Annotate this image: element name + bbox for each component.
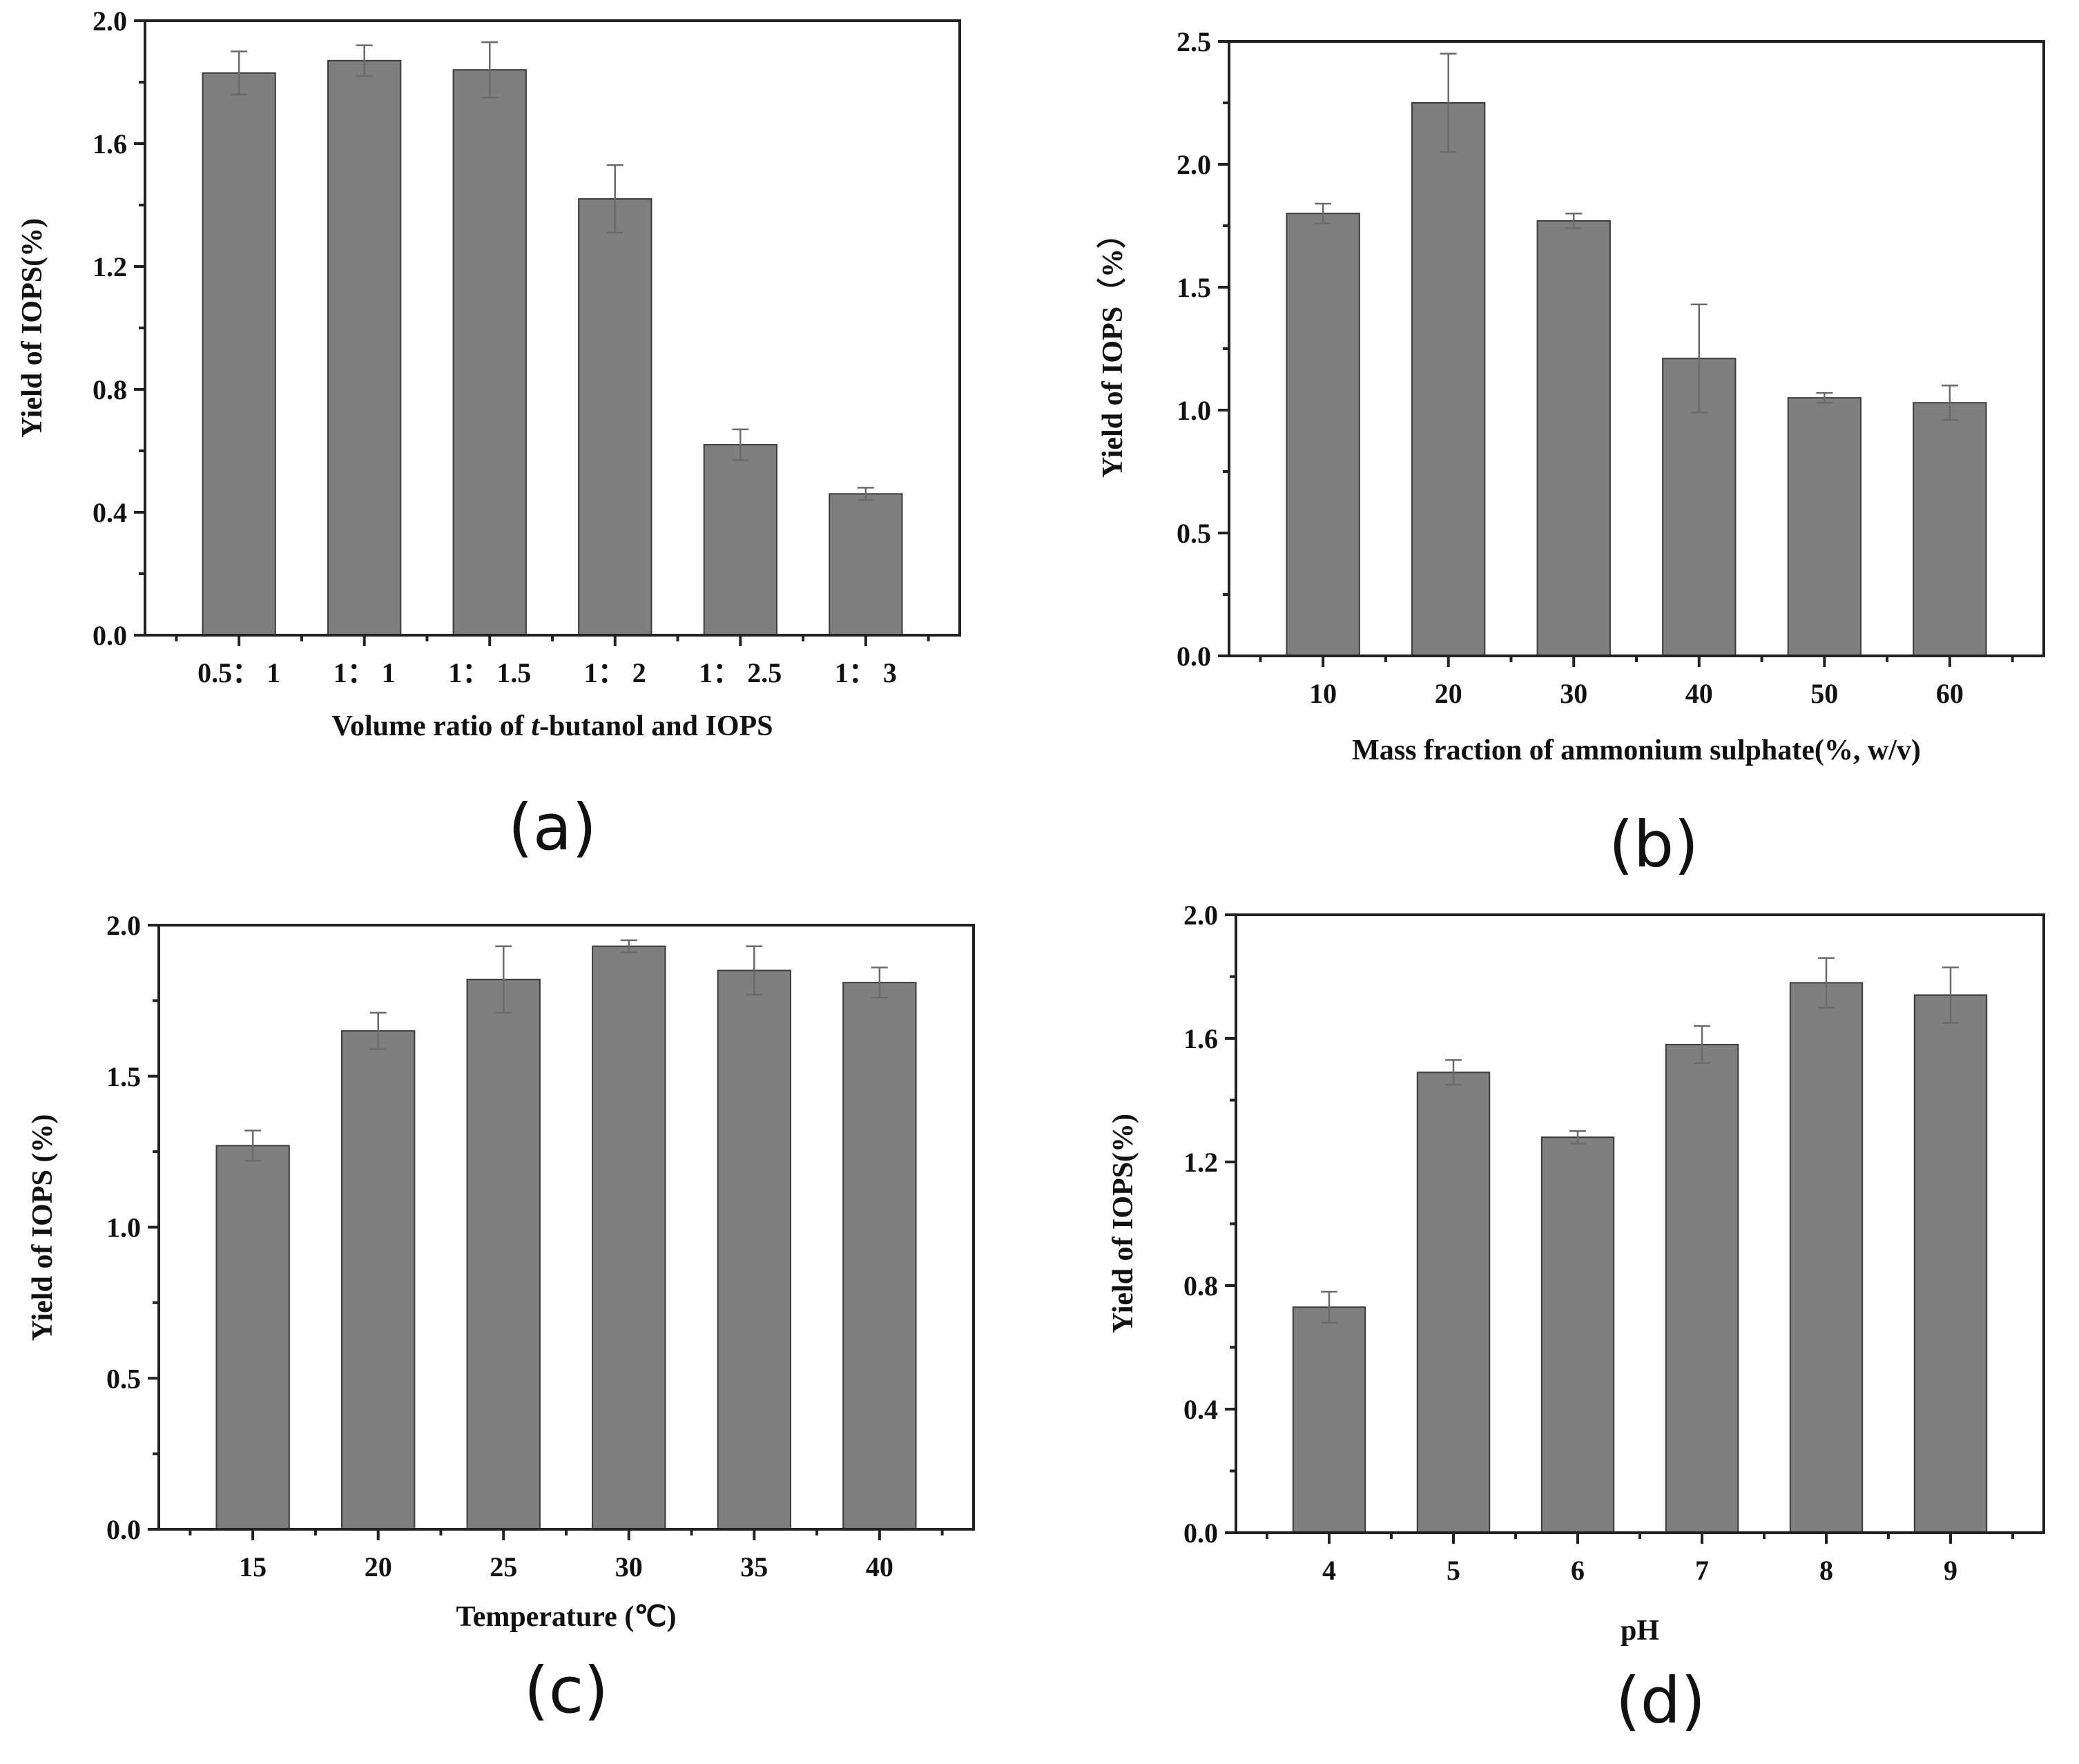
- x-axis-title: Temperature (℃): [456, 1601, 677, 1633]
- x-tick-label-5: 9: [1944, 1555, 1957, 1586]
- chart-panel-1: 10 20 30 40 50 60 0.0 0.5 1.0 1.5 2.0 2.5 Mass fract…: [1096, 26, 2045, 882]
- y-tick-label-1: 0.4: [1183, 1394, 1218, 1425]
- bar-4: [717, 969, 791, 1530]
- x-tick-label-5: 40: [866, 1551, 893, 1582]
- bar-1: [1411, 102, 1486, 657]
- y-axis-title: Yield of IOPS(%): [17, 218, 48, 438]
- panel-label: (b): [1609, 808, 1699, 882]
- x-axis-title: pH: [1621, 1615, 1659, 1647]
- bar-3: [1665, 1043, 1739, 1533]
- y-tick-label-0: 0.0: [106, 1514, 141, 1545]
- y-tick-label-2: 1.0: [106, 1212, 141, 1243]
- bar-3: [578, 198, 652, 637]
- y-tick-label-2: 0.8: [1183, 1270, 1218, 1301]
- panel-label: (c): [524, 1654, 608, 1727]
- panel-label: (d): [1616, 1664, 1705, 1738]
- x-tick-label-3: 40: [1685, 678, 1713, 709]
- bar-5: [1913, 994, 1988, 1533]
- y-tick-label-2: 1.0: [1177, 395, 1211, 426]
- x-axis-title: Mass fraction of ammonium sulphate(%, w/…: [1352, 735, 1921, 766]
- x-tick-label-1: 1： 1: [333, 657, 396, 688]
- x-tick-label-3: 30: [615, 1551, 643, 1582]
- bar-1: [341, 1030, 416, 1530]
- y-tick-label-1: 0.5: [106, 1363, 141, 1394]
- bar-2: [452, 69, 527, 636]
- bar-0: [215, 1145, 290, 1530]
- y-tick-label-5: 2.0: [93, 6, 127, 37]
- y-tick-label-1: 0.5: [1177, 518, 1211, 549]
- x-tick-label-2: 30: [1560, 678, 1587, 709]
- x-tick-label-3: 7: [1695, 1555, 1709, 1586]
- bar-3: [592, 945, 666, 1530]
- x-axis-title-part-1: t: [531, 710, 540, 742]
- y-axis-title: Yield of IOPS（%）: [1096, 220, 1129, 478]
- x-axis-title: Volume ratio of t-butanol and IOPS: [331, 710, 773, 742]
- x-axis-title-part-0: Mass fraction of ammonium sulphate(%, w/…: [1352, 735, 1921, 766]
- y-tick-label-5: 2.0: [1183, 900, 1218, 931]
- panel-label: (a): [508, 791, 597, 864]
- y-tick-label-3: 1.2: [1183, 1147, 1218, 1178]
- x-tick-label-5: 1： 3: [835, 657, 897, 688]
- bar-1: [327, 59, 402, 637]
- x-axis-title-part-0: Volume ratio of: [331, 710, 531, 742]
- bar-2: [1540, 1136, 1615, 1533]
- y-axis-title: Yield of IOPS(%): [1108, 1114, 1139, 1333]
- bar-5: [1913, 402, 1987, 657]
- y-tick-label-4: 1.6: [93, 128, 127, 159]
- y-tick-label-4: 2.0: [106, 910, 141, 941]
- x-tick-label-4: 1： 2.5: [699, 657, 782, 688]
- y-tick-label-0: 0.0: [1183, 1518, 1218, 1549]
- y-tick-label-1: 0.4: [93, 497, 127, 528]
- y-tick-label-4: 1.6: [1183, 1023, 1218, 1054]
- chart-panel-3: 4 5 6 7 8 9 0.0 0.4 0.8 1.2 1.6 2.0 pH Yield of IOPS(…: [1108, 900, 2045, 1738]
- bar-0: [1286, 213, 1360, 657]
- bar-5: [842, 982, 917, 1530]
- y-tick-label-3: 1.2: [93, 251, 127, 282]
- x-tick-label-0: 15: [239, 1551, 267, 1582]
- bar-4: [1789, 982, 1864, 1533]
- x-tick-label-2: 6: [1571, 1555, 1585, 1586]
- bar-4: [703, 444, 777, 636]
- bar-2: [466, 978, 541, 1530]
- y-axis-title: Yield of IOPS (%): [27, 1114, 59, 1341]
- bar-2: [1536, 220, 1611, 657]
- x-tick-label-2: 1： 1.5: [448, 657, 531, 688]
- y-tick-label-2: 0.8: [93, 374, 127, 405]
- x-tick-label-1: 20: [1435, 678, 1462, 709]
- bar-1: [1416, 1072, 1491, 1533]
- y-tick-label-4: 2.0: [1177, 149, 1211, 180]
- x-tick-label-2: 25: [490, 1551, 517, 1582]
- x-axis-title-part-0: pH: [1621, 1615, 1659, 1647]
- y-tick-label-0: 0.0: [93, 620, 127, 651]
- x-tick-label-1: 5: [1447, 1555, 1460, 1586]
- x-tick-label-0: 4: [1322, 1555, 1336, 1586]
- y-tick-label-0: 0.0: [1177, 641, 1211, 672]
- bar-0: [202, 72, 276, 636]
- x-tick-label-0: 10: [1309, 678, 1337, 709]
- x-axis-title-part-2: -butanol and IOPS: [539, 710, 773, 742]
- x-tick-label-0: 0.5： 1: [197, 657, 280, 688]
- y-tick-label-3: 1.5: [1177, 272, 1211, 303]
- x-tick-label-4: 50: [1810, 678, 1838, 709]
- y-tick-label-3: 1.5: [106, 1061, 141, 1092]
- x-tick-label-5: 60: [1936, 678, 1964, 709]
- x-tick-label-4: 8: [1819, 1555, 1833, 1586]
- bar-0: [1292, 1306, 1366, 1533]
- x-axis-title-part-0: Temperature (℃): [456, 1601, 677, 1633]
- x-tick-label-4: 35: [740, 1551, 768, 1582]
- x-tick-label-1: 20: [365, 1551, 392, 1582]
- x-tick-label-3: 1： 2: [584, 657, 646, 688]
- chart-panel-2: 15 20 25 30 35 40 0.0 0.5 1.0 1.5 2.0 Temperature (…: [27, 910, 975, 1727]
- bar-5: [829, 493, 903, 636]
- y-tick-label-5: 2.5: [1177, 26, 1211, 57]
- bar-4: [1787, 397, 1862, 657]
- chart-panel-0: 0.5： 1 1： 1 1： 1.5 1： 2 1： 2.5 1： 3 0.0 0.4 0.8 1…: [17, 6, 961, 864]
